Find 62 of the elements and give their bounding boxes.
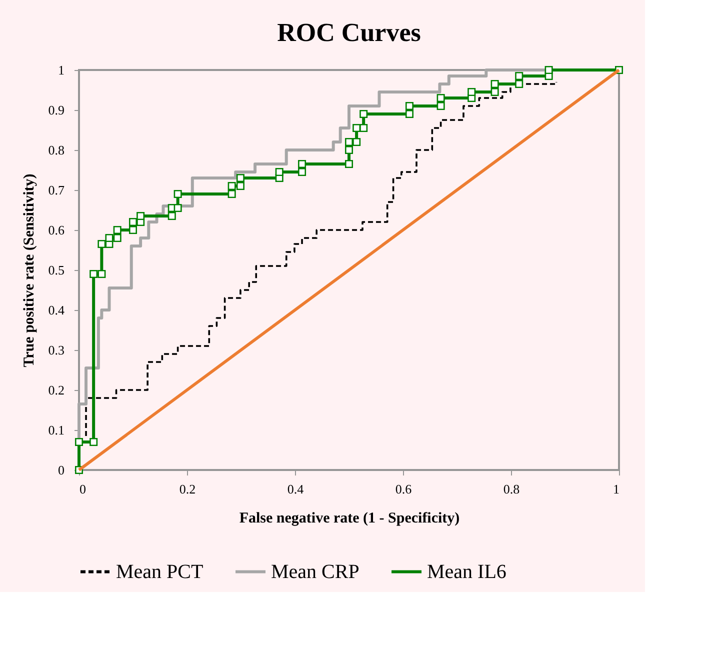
point bbox=[352, 138, 361, 146]
point bbox=[515, 80, 524, 88]
point bbox=[275, 168, 284, 176]
point bbox=[490, 88, 499, 96]
legend-label: Mean IL6 bbox=[427, 560, 506, 583]
line-series bbox=[85, 81, 558, 437]
point bbox=[136, 212, 145, 220]
point bbox=[174, 190, 182, 198]
point bbox=[490, 80, 499, 88]
y-tick-label: 0.6 bbox=[48, 222, 65, 238]
point bbox=[360, 124, 368, 132]
y-tick-label: 0.2 bbox=[48, 382, 64, 398]
point bbox=[352, 124, 361, 132]
point bbox=[98, 240, 106, 248]
y-tick-label: 0.5 bbox=[48, 262, 64, 278]
point bbox=[105, 234, 114, 242]
y-tick-label: 1 bbox=[58, 62, 64, 78]
point bbox=[236, 174, 244, 182]
point bbox=[405, 102, 414, 110]
point bbox=[298, 168, 306, 176]
point bbox=[74, 438, 84, 446]
point bbox=[90, 270, 98, 278]
point bbox=[468, 88, 476, 96]
point bbox=[298, 160, 306, 168]
x-tick-label: 0.4 bbox=[287, 482, 304, 496]
chart-title: ROC Curves bbox=[277, 18, 421, 47]
point bbox=[90, 438, 98, 446]
point bbox=[436, 102, 445, 110]
x-axis-title: False negative rate (1 - Specificity) bbox=[239, 510, 460, 526]
x-tick-label: 0.6 bbox=[395, 482, 412, 496]
point bbox=[436, 94, 445, 102]
y-tick-label: 0.3 bbox=[48, 342, 64, 358]
y-axis-title: True positive rate (Sensitivity) bbox=[21, 174, 38, 368]
point bbox=[168, 212, 176, 220]
point bbox=[344, 138, 354, 146]
point bbox=[113, 226, 122, 234]
point bbox=[98, 270, 106, 278]
x-tick-label: 0.8 bbox=[503, 482, 520, 496]
point bbox=[360, 110, 368, 118]
y-tick-label: 0.8 bbox=[48, 142, 64, 158]
y-tick-label: 0.9 bbox=[48, 102, 64, 118]
x-tick-label: 0 bbox=[80, 482, 86, 496]
point bbox=[228, 190, 236, 198]
y-tick-label: 0.4 bbox=[48, 302, 65, 318]
point bbox=[113, 234, 122, 242]
y-tick-label: 0 bbox=[58, 462, 64, 478]
point bbox=[228, 182, 236, 190]
point bbox=[344, 160, 354, 168]
point bbox=[128, 218, 138, 226]
y-tick-label: 0.7 bbox=[48, 182, 65, 198]
point bbox=[128, 226, 138, 234]
point bbox=[515, 72, 524, 80]
legend-label: Mean CRP bbox=[271, 560, 360, 583]
y-tick-label: 0.1 bbox=[48, 422, 64, 438]
x-tick-label: 0.2 bbox=[179, 482, 196, 496]
point bbox=[174, 204, 182, 212]
point bbox=[544, 66, 553, 74]
point bbox=[344, 146, 354, 154]
x-tick-label: 1 bbox=[613, 482, 620, 496]
point bbox=[236, 182, 244, 190]
legend-label: Mean PCT bbox=[116, 560, 204, 583]
point bbox=[405, 110, 414, 118]
